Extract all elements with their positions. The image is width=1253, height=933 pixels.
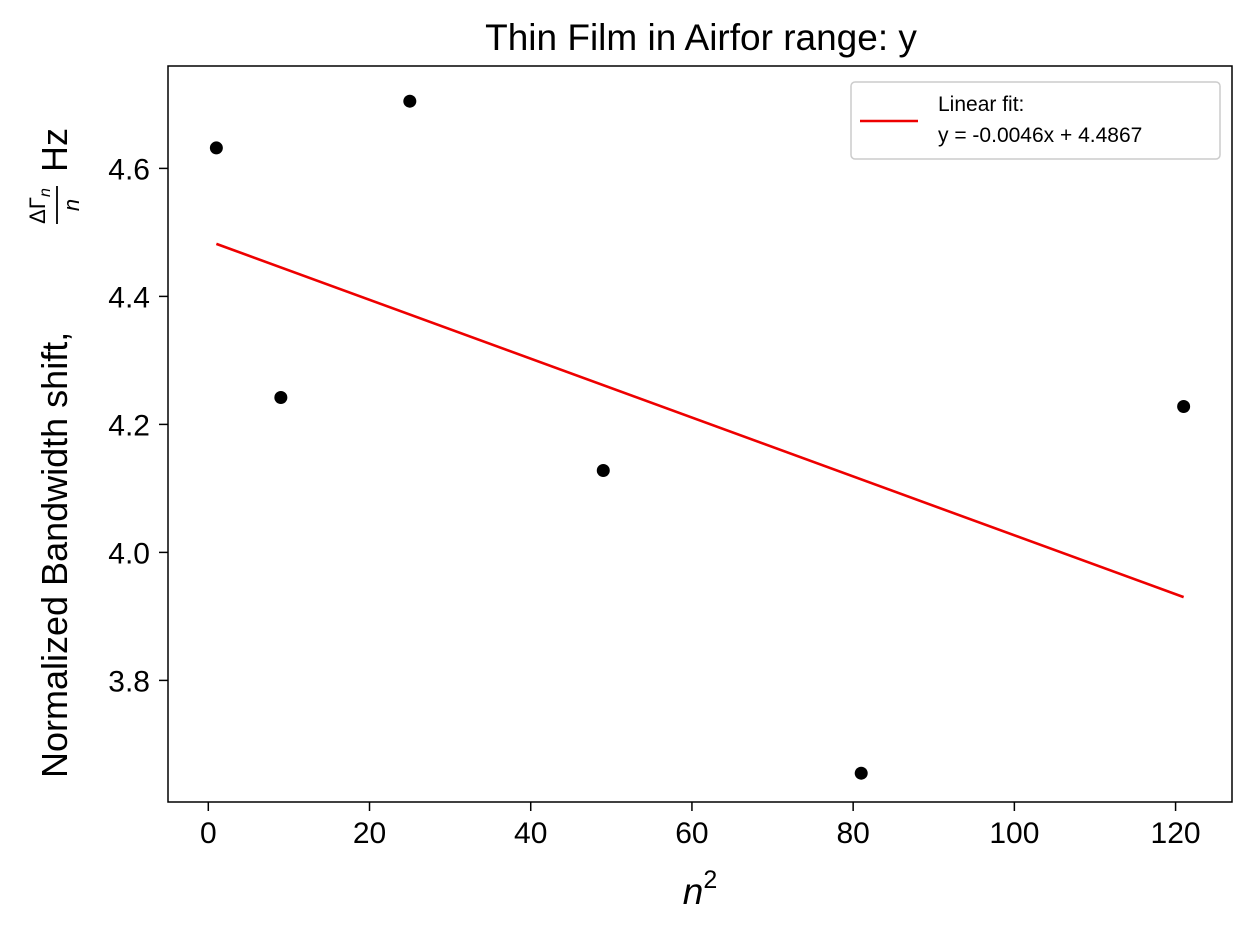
- y-tick-label: 3.8: [108, 665, 150, 698]
- y-tick-label: 4.2: [108, 409, 150, 442]
- chart-title: Thin Film in Airfor range: y: [485, 17, 917, 58]
- x-axis-label-variable: n: [683, 871, 704, 912]
- y-axis-label-fraction-denominator: n: [59, 199, 84, 211]
- x-axis-label-exponent: 2: [703, 866, 717, 894]
- data-point: [854, 766, 868, 780]
- y-axis: 3.8 4.0 4.2 4.4 4.6: [108, 153, 168, 698]
- data-point: [1177, 399, 1191, 413]
- data-point: [596, 463, 610, 477]
- x-tick-label: 0: [200, 817, 217, 850]
- x-tick-label: 40: [514, 817, 547, 850]
- scatter-points: [209, 94, 1191, 780]
- y-axis-label: Normalized Bandwidth shift, ΔΓn n Hz: [25, 128, 84, 778]
- x-tick-label: 60: [675, 817, 708, 850]
- y-tick-label: 4.0: [108, 537, 150, 570]
- x-tick-label: 100: [989, 817, 1039, 850]
- plot-area: [167, 65, 1233, 803]
- x-axis-label: n2: [683, 866, 717, 912]
- x-axis: 0 20 40 60 80 100 120: [200, 802, 1201, 850]
- legend-box: [850, 81, 1221, 160]
- y-axis-label-fraction-numerator: ΔΓn: [25, 188, 54, 224]
- y-axis-label-text: Normalized Bandwidth shift,: [34, 332, 75, 778]
- legend-label-line2: y = -0.0046x + 4.4867: [938, 124, 1142, 147]
- x-tick-label: 80: [836, 817, 869, 850]
- data-point: [274, 391, 288, 405]
- legend-label-line1: Linear fit:: [938, 93, 1024, 116]
- x-tick-label: 120: [1151, 817, 1201, 850]
- y-tick-label: 4.6: [108, 153, 150, 186]
- linear-fit-line: [215, 242, 1185, 599]
- y-axis-label-unit: Hz: [34, 128, 75, 172]
- x-tick-label: 20: [353, 817, 386, 850]
- legend: Linear fit: y = -0.0046x + 4.4867: [850, 81, 1221, 160]
- data-point: [403, 94, 417, 108]
- y-tick-label: 4.4: [108, 281, 150, 314]
- data-point: [209, 141, 223, 155]
